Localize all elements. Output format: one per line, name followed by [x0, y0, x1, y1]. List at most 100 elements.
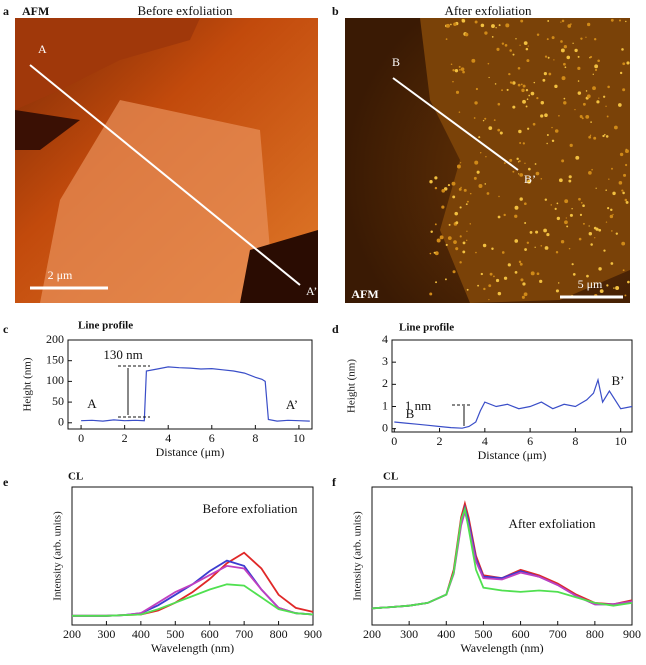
- afm-speckle: [564, 199, 569, 204]
- afm-speckle: [519, 262, 523, 266]
- x-tick-label: 500: [474, 627, 492, 641]
- afm-speckle: [436, 238, 441, 243]
- chart-title: CL: [383, 471, 398, 483]
- afm-speckle: [594, 237, 596, 239]
- data-line: [371, 505, 633, 610]
- x-tick-label: 8: [572, 434, 578, 448]
- afm-speckle: [453, 22, 457, 26]
- afm-speckle: [497, 128, 501, 132]
- marker: A: [38, 42, 47, 56]
- afm-speckle: [593, 136, 597, 140]
- afm-speckle: [525, 47, 529, 51]
- afm-speckle: [588, 225, 590, 227]
- afm-speckle: [514, 239, 519, 243]
- afm-speckle: [503, 276, 508, 280]
- y-tick-label: 0: [58, 415, 64, 429]
- afm-speckle: [565, 217, 567, 219]
- x-tick-label: 0: [78, 431, 84, 445]
- afm-speckle: [534, 246, 536, 248]
- afm-speckle: [524, 222, 527, 225]
- afm-speckle: [512, 81, 516, 85]
- afm-speckle: [484, 183, 487, 185]
- afm-speckle: [598, 267, 602, 271]
- afm-speckle: [539, 279, 543, 284]
- afm-speckle: [551, 139, 555, 143]
- afm-speckle: [554, 84, 558, 89]
- afm-speckle: [462, 250, 466, 254]
- afm-speckle: [465, 203, 468, 206]
- afm-speckle: [466, 230, 468, 232]
- afm-speckle: [563, 62, 566, 66]
- afm-speckle: [547, 56, 550, 59]
- afm-speckle: [473, 176, 477, 180]
- afm-speckle: [519, 44, 521, 46]
- afm-flake: [15, 18, 200, 110]
- afm-speckle: [598, 97, 600, 99]
- annotation: Before exfoliation: [203, 501, 298, 516]
- afm-speckle: [546, 38, 549, 41]
- afm-speckle: [512, 105, 516, 109]
- profile-line: [29, 64, 301, 286]
- afm-speckle: [471, 58, 476, 63]
- afm-speckle: [610, 18, 614, 22]
- afm-speckle: [493, 119, 496, 121]
- plot-frame: [391, 339, 633, 433]
- afm-speckle: [463, 188, 467, 192]
- afm-speckle: [546, 233, 550, 237]
- afm-speckle: [524, 202, 527, 206]
- afm-speckle: [561, 159, 565, 163]
- plot-frame: [71, 486, 314, 626]
- afm-speckle: [461, 19, 466, 23]
- afm-speckle: [546, 134, 549, 137]
- afm-speckle: [522, 142, 525, 145]
- afm-speckle: [602, 134, 605, 138]
- afm-speckle: [455, 90, 460, 94]
- afm-speckle: [578, 237, 582, 241]
- afm-speckle: [439, 235, 444, 240]
- afm-speckle: [475, 251, 477, 254]
- afm-speckle: [452, 80, 454, 83]
- marker: A’: [306, 284, 317, 298]
- scale-label: 5 μm: [578, 277, 603, 291]
- afm-speckle: [518, 160, 521, 163]
- afm-speckle: [507, 263, 511, 267]
- afm-speckle: [594, 64, 599, 69]
- afm-speckle: [493, 275, 495, 278]
- afm-speckle: [555, 289, 559, 293]
- afm-speckle: [556, 216, 561, 221]
- afm-speckle: [466, 200, 469, 203]
- afm-speckle: [512, 53, 515, 56]
- image-title: Before exfoliation: [138, 3, 233, 18]
- afm-speckle: [474, 101, 478, 105]
- afm-speckle: [626, 61, 630, 65]
- afm-speckle: [523, 292, 528, 297]
- afm-speckle: [450, 23, 452, 26]
- afm-speckle: [544, 55, 548, 58]
- annotation: A: [87, 396, 97, 411]
- panel-letter: c: [3, 322, 9, 336]
- afm-speckle: [622, 88, 626, 92]
- afm-speckle: [574, 48, 578, 53]
- afm-speckle: [474, 160, 479, 165]
- afm-speckle: [603, 95, 606, 98]
- afm-speckle: [474, 20, 478, 24]
- afm-speckle: [447, 184, 451, 187]
- x-tick-label: 700: [235, 627, 253, 641]
- afm-speckle: [515, 38, 517, 40]
- afm-speckle: [476, 170, 480, 174]
- afm-speckle: [622, 191, 625, 195]
- afm-speckle: [499, 131, 503, 135]
- afm-speckle: [567, 24, 572, 28]
- afm-speckle: [599, 289, 604, 294]
- afm-speckle: [491, 24, 495, 28]
- x-axis-label: Wavelength (nm): [460, 641, 543, 655]
- afm-speckle: [524, 162, 526, 164]
- afm-speckle: [543, 228, 547, 233]
- afm-speckle: [434, 186, 438, 190]
- afm-speckle: [618, 181, 623, 185]
- afm-speckle: [506, 88, 509, 91]
- x-tick-label: 4: [482, 434, 488, 448]
- afm-speckle: [571, 208, 573, 210]
- afm-speckle: [591, 168, 593, 171]
- afm-speckle: [498, 195, 500, 198]
